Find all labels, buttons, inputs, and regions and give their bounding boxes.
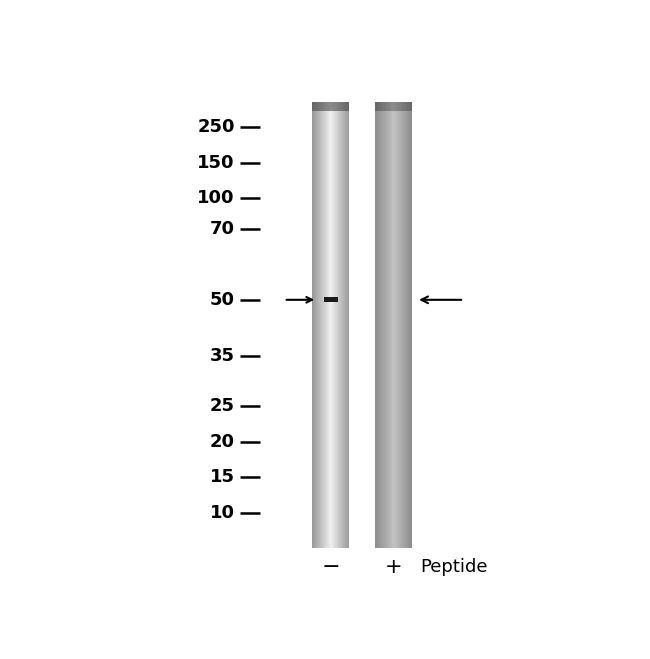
Text: 150: 150: [198, 154, 235, 172]
Bar: [324, 297, 337, 302]
Text: 250: 250: [198, 118, 235, 136]
Text: 20: 20: [210, 433, 235, 451]
Text: 35: 35: [210, 347, 235, 364]
Text: 25: 25: [210, 397, 235, 415]
Text: 50: 50: [210, 291, 235, 309]
Text: 100: 100: [198, 189, 235, 208]
Text: 10: 10: [210, 504, 235, 522]
Text: 15: 15: [210, 469, 235, 486]
Text: Peptide: Peptide: [420, 558, 488, 576]
Text: +: +: [385, 558, 402, 577]
Bar: [362, 102, 371, 548]
Text: 70: 70: [210, 219, 235, 238]
Text: −: −: [321, 558, 340, 577]
